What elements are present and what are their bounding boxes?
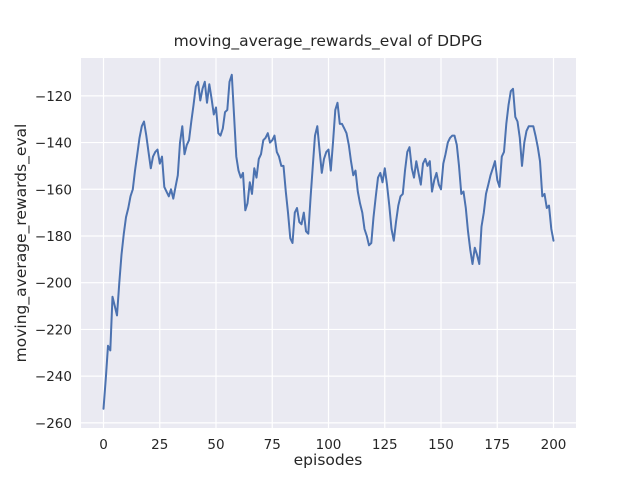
x-tick-label: 200 xyxy=(541,437,567,453)
y-tick-label: −160 xyxy=(35,182,72,198)
x-tick-label: 100 xyxy=(316,437,342,453)
y-tick-label: −200 xyxy=(35,276,72,292)
y-tick-label: −220 xyxy=(35,322,72,338)
y-tick-label: −240 xyxy=(35,369,72,385)
x-tick-label: 150 xyxy=(428,437,454,453)
y-tick-labels: −120 −140 −160 −180 −200 −220 −240 −260 xyxy=(35,89,72,432)
y-axis-label: moving_average_rewards_eval xyxy=(12,124,31,363)
x-tick-label: 25 xyxy=(151,437,168,453)
y-tick-label: −140 xyxy=(35,136,72,152)
y-tick-label: −260 xyxy=(35,416,72,432)
x-tick-label: 75 xyxy=(264,437,281,453)
gridlines xyxy=(81,58,576,428)
x-tick-label: 0 xyxy=(99,437,108,453)
x-tick-label: 125 xyxy=(372,437,398,453)
y-tick-label: −120 xyxy=(35,89,72,105)
x-tick-labels: 0 25 50 75 100 125 150 175 200 xyxy=(99,437,566,453)
series-line-ddpg xyxy=(102,73,555,410)
chart-title: moving_average_rewards_eval of DDPG xyxy=(174,32,483,51)
x-tick-label: 50 xyxy=(207,437,224,453)
x-tick-label: 175 xyxy=(484,437,510,453)
x-axis-label: episodes xyxy=(294,451,363,469)
y-tick-label: −180 xyxy=(35,229,72,245)
